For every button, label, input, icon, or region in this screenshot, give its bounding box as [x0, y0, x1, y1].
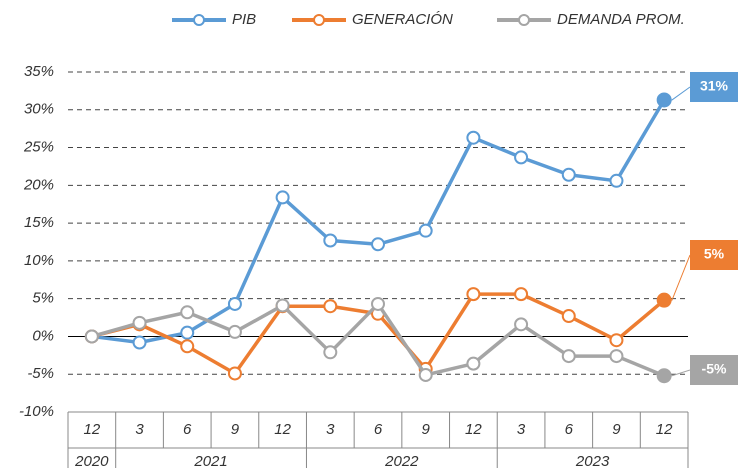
leader-line — [670, 254, 691, 301]
marker — [227, 296, 242, 311]
marker — [132, 315, 147, 330]
label-box — [690, 72, 738, 102]
x-tick-label: 12 — [465, 421, 482, 438]
y-tick-label: 10% — [24, 252, 54, 269]
legend-label: DEMANDA PROM. — [557, 11, 685, 28]
marker — [418, 367, 433, 382]
marker — [609, 173, 624, 188]
group-label: 2021 — [193, 453, 227, 468]
leader-line — [670, 369, 691, 377]
marker — [609, 333, 624, 348]
marker — [656, 368, 672, 384]
x-tick-label: 6 — [183, 421, 192, 438]
label-box — [690, 240, 738, 270]
x-tick-label: 9 — [612, 421, 621, 438]
legend-marker — [193, 14, 205, 26]
y-tick-label: 30% — [24, 101, 54, 118]
data-label: 31% — [700, 78, 729, 94]
marker — [466, 287, 481, 302]
group-label: 2022 — [384, 453, 419, 468]
x-tick-label: 3 — [517, 421, 526, 438]
x-tick-label: 9 — [422, 421, 431, 438]
marker — [180, 339, 195, 354]
legend-marker — [518, 14, 530, 26]
marker — [514, 150, 529, 165]
y-tick-label: 20% — [23, 176, 54, 193]
marker — [514, 287, 529, 302]
y-tick-label: -10% — [19, 403, 54, 420]
x-tick-label: 12 — [84, 421, 101, 438]
x-tick-label: 3 — [326, 421, 335, 438]
x-tick-label: 9 — [231, 421, 240, 438]
group-label: 2020 — [74, 453, 109, 468]
legend-label: GENERACIÓN — [352, 11, 453, 28]
marker — [275, 190, 290, 205]
y-tick-label: 25% — [23, 139, 54, 156]
marker — [561, 349, 576, 364]
marker — [323, 233, 338, 248]
marker — [371, 237, 385, 252]
marker — [227, 366, 242, 381]
marker — [466, 130, 481, 145]
x-tick-label: 6 — [565, 421, 574, 438]
y-tick-label: 15% — [24, 214, 54, 231]
marker — [275, 298, 290, 313]
marker — [466, 356, 481, 371]
y-tick-label: -5% — [27, 365, 54, 382]
x-tick-label: 12 — [656, 421, 673, 438]
marker — [323, 345, 338, 360]
marker — [227, 324, 242, 339]
legend-marker — [313, 14, 325, 26]
marker — [180, 325, 195, 340]
y-tick-label: 0% — [32, 327, 54, 344]
legend-label: PIB — [232, 11, 256, 28]
marker — [323, 299, 338, 314]
marker — [84, 329, 99, 344]
marker — [656, 292, 672, 308]
label-box — [690, 355, 738, 385]
marker — [609, 349, 624, 364]
marker — [561, 167, 576, 182]
marker — [561, 309, 576, 324]
marker — [132, 335, 147, 350]
marker — [514, 317, 529, 332]
leader-line — [670, 86, 691, 101]
marker — [418, 223, 433, 238]
data-label: -5% — [702, 361, 727, 377]
marker — [656, 92, 672, 108]
marker — [371, 296, 385, 311]
x-tick-label: 6 — [374, 421, 383, 438]
data-label: 5% — [704, 246, 725, 262]
x-tick-label: 12 — [274, 421, 291, 438]
y-tick-label: 5% — [32, 290, 54, 307]
y-tick-label: 35% — [24, 63, 54, 80]
group-label: 2023 — [575, 453, 610, 468]
x-tick-label: 3 — [135, 421, 144, 438]
marker — [180, 305, 195, 320]
